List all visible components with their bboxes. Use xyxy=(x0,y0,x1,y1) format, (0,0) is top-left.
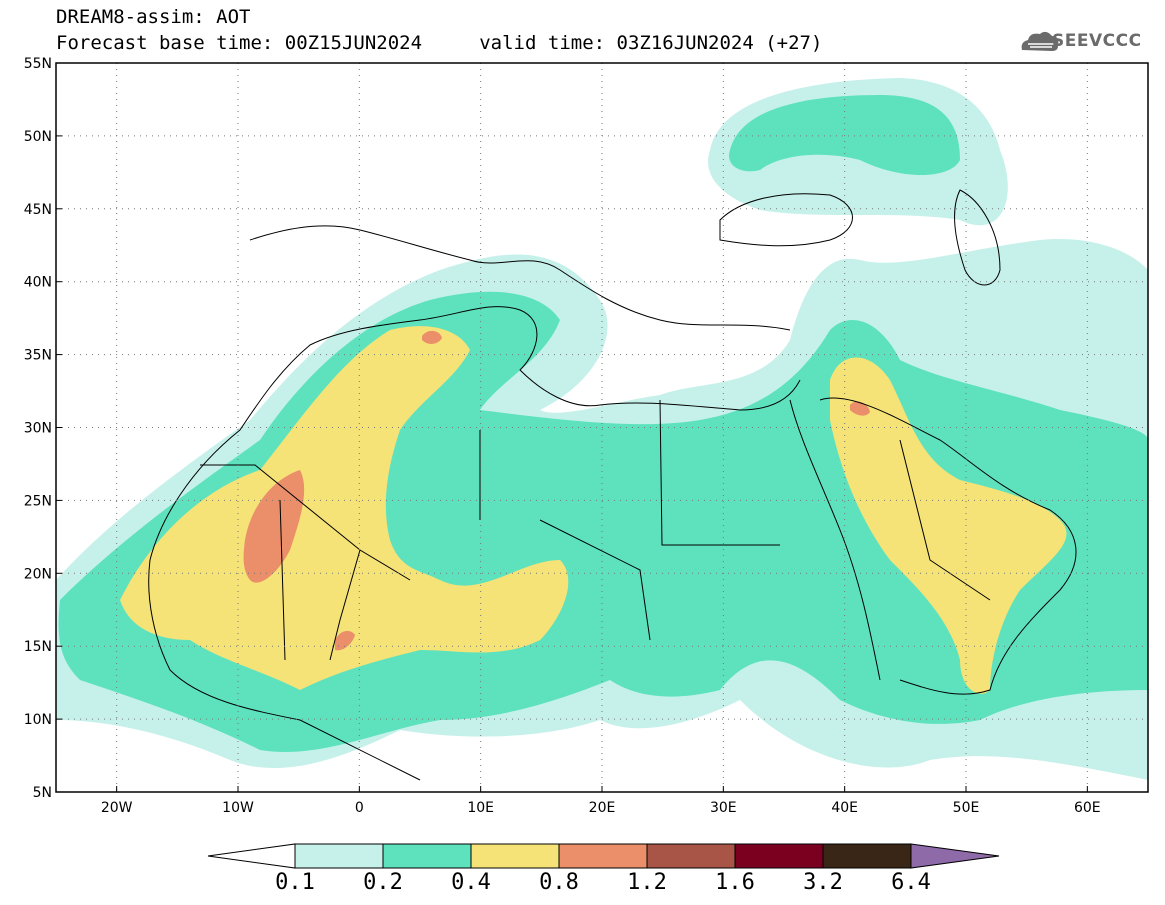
coastline-black-sea xyxy=(719,193,853,247)
colorbar-label: 1.2 xyxy=(627,870,667,895)
aot-band-0.4 xyxy=(120,326,569,690)
y-tick-label: 45N xyxy=(24,202,52,218)
colorbar-cell xyxy=(734,843,824,869)
colorbar-cell xyxy=(822,843,912,869)
coastline-west-africa xyxy=(148,559,421,781)
colorbar-cell xyxy=(646,843,736,869)
y-tick-label: 50N xyxy=(24,129,52,145)
x-tick-label: 40E xyxy=(831,800,858,816)
coastlines-borders xyxy=(148,189,1077,781)
aot-band-0.8-d xyxy=(422,330,442,344)
colorbar-cell xyxy=(470,843,560,869)
coastline-caspian xyxy=(954,189,1001,286)
y-tick-label: 5N xyxy=(33,785,52,801)
colorbar-cell xyxy=(558,843,648,869)
aot-band-0.4-east xyxy=(830,357,1067,694)
colorbar-label: 0.8 xyxy=(539,870,579,895)
aot-colorbar xyxy=(207,843,1000,869)
x-tick-label: 10E xyxy=(467,800,494,816)
x-tick-label: 20E xyxy=(589,800,616,816)
x-tick-label: 60E xyxy=(1074,800,1101,816)
x-axis-ticks: 20W 10W 0 10E 20E 30E 40E 50E 60E xyxy=(101,786,1101,816)
y-tick-label: 10N xyxy=(24,712,52,728)
y-tick-label: 55N xyxy=(24,56,52,72)
colorbar-label: 6.4 xyxy=(891,870,931,895)
forecast-times: Forecast base time: 00Z15JUN2024 valid t… xyxy=(56,32,823,54)
aot-band-0.8 xyxy=(243,470,305,583)
y-axis-ticks: 5N 10N 15N 20N 25N 30N 35N 40N 45N 50N 55N xyxy=(24,56,62,801)
coastline-europe xyxy=(249,225,791,331)
x-tick-label: 30E xyxy=(710,800,737,816)
colorbar-cell xyxy=(294,843,384,869)
aot-contours xyxy=(56,78,1148,780)
map-title: DREAM8-assim: AOT xyxy=(56,6,251,28)
y-tick-label: 20N xyxy=(24,566,52,582)
x-tick-label: 10W xyxy=(222,800,254,816)
y-tick-label: 40N xyxy=(24,275,52,291)
coastline-arabia xyxy=(819,397,1077,695)
cloud-logo-icon xyxy=(1021,31,1059,51)
colorbar-label: 0.1 xyxy=(275,870,315,895)
colorbar-label: 3.2 xyxy=(803,870,843,895)
seevccc-logo-text: SEEVCCC xyxy=(1052,31,1142,51)
colorbar-label: 0.2 xyxy=(363,870,403,895)
x-tick-label: 0 xyxy=(355,800,364,816)
x-tick-label: 50E xyxy=(953,800,980,816)
x-tick-label: 20W xyxy=(101,800,133,816)
y-tick-label: 25N xyxy=(24,493,52,509)
y-tick-label: 15N xyxy=(24,639,52,655)
colorbar-label: 1.6 xyxy=(715,870,755,895)
colorbar-over-triangle xyxy=(910,843,1000,869)
aot-band-0.8-c xyxy=(850,401,870,416)
y-tick-label: 30N xyxy=(24,421,52,437)
border-lines xyxy=(200,399,991,661)
coastline-red-sea xyxy=(789,399,881,681)
aot-band-0.8-b xyxy=(335,630,355,651)
colorbar-label: 0.4 xyxy=(451,870,491,895)
coastline-north-africa xyxy=(149,306,801,561)
colorbar-under-triangle xyxy=(207,843,296,869)
colorbar-cell xyxy=(382,843,472,869)
y-tick-label: 35N xyxy=(24,348,52,364)
